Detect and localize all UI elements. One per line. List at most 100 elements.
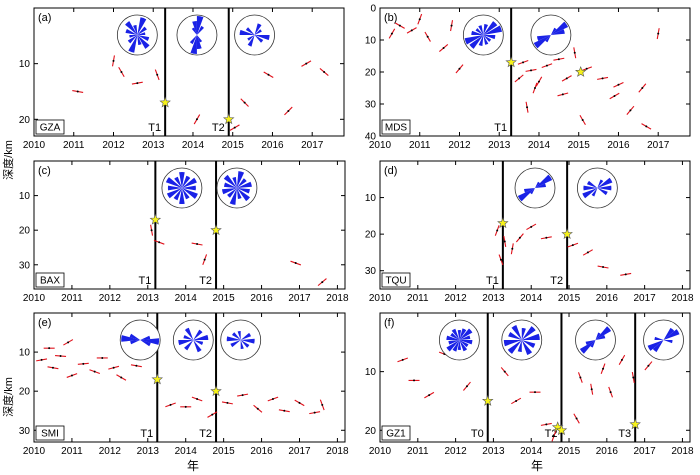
event-dot	[442, 47, 445, 49]
event-dot	[624, 273, 627, 276]
rose-petal	[597, 185, 612, 191]
event-dot	[233, 126, 236, 129]
rose-petal	[193, 340, 202, 353]
x-tick-label: 2014	[175, 446, 198, 457]
event-dot	[418, 18, 421, 21]
earthquake-star	[151, 373, 164, 385]
station-box	[35, 119, 65, 135]
y-tick-label: 20	[19, 387, 31, 398]
rose-petal	[663, 340, 673, 344]
event-dot	[629, 109, 632, 112]
rose-petal	[521, 340, 536, 348]
x-tick-label: 2017	[634, 446, 657, 457]
rose-petal	[483, 21, 498, 35]
event-dot	[534, 87, 536, 89]
event-dot	[545, 423, 548, 426]
y-tick-label: 10	[365, 367, 377, 378]
station-box	[381, 425, 411, 441]
rose-petal	[254, 23, 262, 35]
rose-petal	[503, 340, 522, 347]
x-tick-label: 2012	[99, 293, 122, 304]
panel-label: (d)	[384, 165, 397, 177]
event-dot	[76, 90, 79, 93]
x-tick-label: 2017	[288, 293, 311, 304]
event-label-t1: T1	[139, 275, 152, 287]
rose-petal	[129, 35, 138, 38]
event-dot	[93, 370, 96, 373]
event-dot	[226, 401, 229, 404]
event-dot	[450, 24, 453, 27]
rose-petal	[196, 25, 204, 35]
x-tick-label: 2016	[596, 293, 619, 304]
event-dot	[196, 398, 199, 400]
event-label-t2: T2	[550, 275, 563, 287]
rose-diagram-2	[176, 14, 218, 56]
event-label-t2: T2	[199, 428, 212, 440]
x-tick-label: 2014	[182, 140, 205, 151]
rose-petal	[196, 35, 203, 43]
rose-petal	[459, 340, 469, 348]
event-dot	[647, 364, 650, 367]
earthquake-star	[575, 65, 587, 77]
rose-petal	[535, 181, 540, 188]
event-dot	[609, 391, 612, 394]
rose-petal	[128, 35, 138, 53]
event-dot	[67, 341, 70, 344]
panel-smi: 2010 2011 2012 2013 2014 2015 2016 2017 2018 10 20…	[19, 312, 349, 457]
event-dot	[156, 73, 159, 76]
x-tick-label: 2010	[369, 140, 392, 151]
x-tick-label: 2015	[558, 293, 581, 304]
rose-petal	[517, 188, 535, 202]
rose-petal	[521, 327, 526, 340]
event-dot	[561, 93, 564, 96]
rose-petal	[521, 340, 533, 355]
rose-petal	[582, 188, 598, 199]
event-dot	[530, 225, 533, 228]
event-dot	[169, 403, 172, 406]
x-tick-label: 2014	[520, 446, 543, 457]
rose-petal	[240, 340, 250, 348]
event-dot	[120, 71, 123, 73]
event-dot	[602, 367, 605, 370]
rose-petal	[236, 181, 252, 188]
x-tick-label: 2011	[409, 140, 431, 151]
y-tick-label: 30	[365, 266, 377, 277]
event-dot	[534, 391, 536, 394]
rose-petal	[140, 340, 151, 347]
rose-petal	[196, 15, 204, 35]
event-label-t2: T2	[212, 122, 225, 134]
x-tick-label: 2017	[301, 140, 324, 151]
rose-petal	[451, 328, 460, 340]
rose-petal	[483, 35, 492, 42]
rose-petal	[459, 328, 467, 340]
rose-petal	[223, 174, 237, 188]
x-tick-label: 2014	[175, 293, 198, 304]
rose-petal	[179, 188, 185, 205]
event-dot	[413, 379, 416, 382]
event-dot	[641, 87, 644, 89]
event-dot	[305, 62, 308, 65]
rose-petal	[127, 35, 138, 44]
y-tick-label: 20	[365, 230, 377, 241]
rose-petal	[137, 35, 150, 49]
panel-mds: 2010 2011 2012 2013 2014 2015 2016 2017 0 10 20 30 4…	[365, 4, 691, 151]
rose-petal	[459, 328, 473, 340]
rose-petal	[545, 35, 551, 43]
x-tick-label: 2012	[444, 293, 467, 304]
x-tick-label: 2010	[23, 446, 46, 457]
x-tick-label: 2016	[250, 293, 273, 304]
rose-petal	[236, 188, 242, 199]
rose-petal	[550, 27, 557, 35]
rose-petal	[137, 32, 146, 35]
event-dot	[101, 356, 104, 359]
rose-petal	[183, 335, 194, 340]
rose-petal	[174, 176, 182, 188]
event-dot	[575, 417, 578, 420]
rose-petal	[173, 188, 182, 201]
earthquake-star	[505, 56, 517, 68]
rose-petal	[459, 335, 471, 340]
rose-diagram-3	[220, 319, 262, 361]
rose-diagram-1	[438, 319, 480, 361]
event-dot	[557, 58, 560, 61]
rose-petal	[224, 182, 237, 188]
